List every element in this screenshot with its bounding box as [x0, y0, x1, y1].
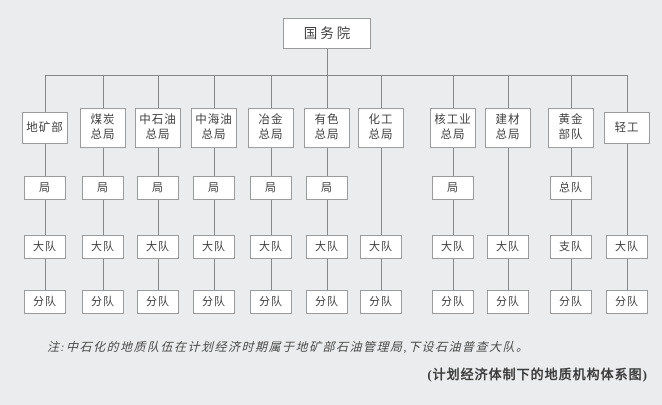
bureau-box: 局 [24, 176, 66, 200]
dept-box: 黄金 部队 [548, 108, 594, 148]
detachment-box: 分队 [487, 290, 529, 314]
bureau-box: 局 [193, 176, 235, 200]
dept-box: 建材 总局 [485, 108, 531, 148]
detachment-box: 分队 [82, 290, 124, 314]
chart-caption: (计划经济体制下的地质机构体系图) [427, 367, 648, 382]
detachment-box: 分队 [360, 290, 402, 314]
bureau-box: 局 [137, 176, 179, 200]
brigade-box: 支队 [550, 235, 592, 259]
bureau-box: 总队 [550, 176, 592, 200]
bureau-box: 局 [306, 176, 348, 200]
brigade-box: 大队 [250, 235, 292, 259]
root-connector-line [327, 49, 328, 75]
column-connector-line [381, 75, 382, 302]
brigade-box: 大队 [24, 235, 66, 259]
dept-box: 轻工 [604, 112, 650, 144]
dept-box: 地矿部 [22, 112, 68, 144]
detachment-box: 分队 [606, 290, 648, 314]
footnote-text: 注:中石化的地质队伍在计划经济时期属于地矿部石油管理局,下设石油普查大队。 [47, 340, 530, 354]
brigade-box: 大队 [137, 235, 179, 259]
bureau-box: 局 [432, 176, 474, 200]
brigade-box: 大队 [432, 235, 474, 259]
dept-box: 煤炭 总局 [80, 108, 126, 148]
dept-box: 中石油 总局 [135, 108, 181, 148]
detachment-box: 分队 [250, 290, 292, 314]
detachment-box: 分队 [137, 290, 179, 314]
brigade-box: 大队 [487, 235, 529, 259]
detachment-box: 分队 [550, 290, 592, 314]
detachment-box: 分队 [306, 290, 348, 314]
bureau-box: 局 [250, 176, 292, 200]
dept-box: 中海油 总局 [191, 108, 237, 148]
column-connector-line [508, 75, 509, 302]
brigade-box: 大队 [306, 235, 348, 259]
brigade-box: 大队 [82, 235, 124, 259]
dept-box: 核工业 总局 [430, 108, 476, 148]
dept-box: 冶金 总局 [248, 108, 294, 148]
bus-line [45, 75, 628, 76]
root-box: 国务院 [283, 18, 371, 49]
brigade-box: 大队 [360, 235, 402, 259]
detachment-box: 分队 [193, 290, 235, 314]
brigade-box: 大队 [606, 235, 648, 259]
dept-box: 化工 总局 [358, 108, 404, 148]
detachment-box: 分队 [24, 290, 66, 314]
dept-box: 有色 总局 [304, 108, 350, 148]
bureau-box: 局 [82, 176, 124, 200]
column-connector-line [627, 75, 628, 302]
brigade-box: 大队 [193, 235, 235, 259]
detachment-box: 分队 [432, 290, 474, 314]
